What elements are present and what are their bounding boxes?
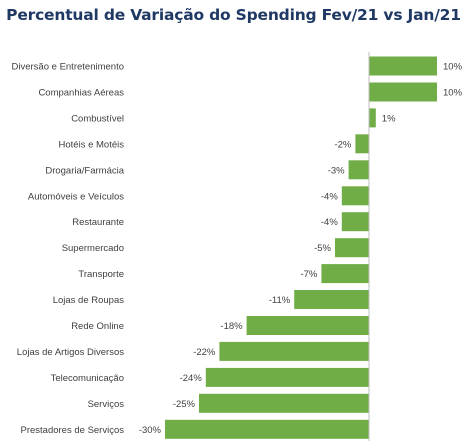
bar-1 xyxy=(369,82,437,102)
bar-2 xyxy=(369,108,376,128)
category-label-0: Diversão e Entretenimento xyxy=(12,62,124,73)
category-label-5: Automóveis e Veículos xyxy=(28,191,124,202)
value-label-2: 1% xyxy=(382,113,396,124)
category-label-7: Supermercado xyxy=(62,243,124,254)
value-label-1: 10% xyxy=(443,88,463,99)
bar-14 xyxy=(165,419,369,439)
value-label-14: -30% xyxy=(139,425,162,436)
value-label-5: -4% xyxy=(321,191,338,202)
bar-13 xyxy=(199,393,369,413)
bar-12 xyxy=(205,367,369,387)
bar-4 xyxy=(348,160,369,180)
bar-3 xyxy=(355,134,369,154)
bar-10 xyxy=(246,316,369,335)
bar-8 xyxy=(321,264,369,284)
bar-11 xyxy=(219,341,369,361)
value-label-6: -4% xyxy=(321,217,338,228)
value-label-12: -24% xyxy=(180,373,203,384)
value-label-11: -22% xyxy=(193,347,216,358)
category-label-8: Transporte xyxy=(78,269,124,280)
chart-title: Percentual de Variação do Spending Fev/2… xyxy=(6,6,461,24)
category-label-12: Telecomunicação xyxy=(51,373,124,384)
bar-5 xyxy=(341,186,369,206)
value-label-13: -25% xyxy=(173,399,196,410)
category-label-6: Restaurante xyxy=(72,217,124,228)
value-label-7: -5% xyxy=(314,243,331,254)
category-label-14: Prestadores de Serviços xyxy=(21,425,125,436)
category-label-9: Lojas de Roupas xyxy=(53,295,125,306)
category-label-2: Combustível xyxy=(71,113,124,124)
value-label-3: -2% xyxy=(334,139,351,150)
value-label-0: 10% xyxy=(443,62,463,73)
value-label-4: -3% xyxy=(328,165,345,176)
bars-layer: Diversão e Entretenimento 10% Companhias A… xyxy=(12,56,463,439)
value-label-9: -11% xyxy=(269,295,291,306)
category-label-13: Serviços xyxy=(88,399,125,410)
category-label-11: Lojas de Artigos Diversos xyxy=(17,347,124,358)
bar-6 xyxy=(341,212,369,232)
value-label-10: -18% xyxy=(220,321,243,332)
category-label-1: Companhias Aéreas xyxy=(38,88,124,99)
bar-9 xyxy=(294,290,369,309)
value-label-8: -7% xyxy=(300,269,317,280)
category-label-4: Drogaria/Farmácia xyxy=(45,165,124,176)
bar-7 xyxy=(335,238,369,258)
category-label-10: Rede Online xyxy=(71,321,124,332)
category-label-3: Hotéis e Motéis xyxy=(59,139,125,150)
bar-0 xyxy=(369,56,437,76)
